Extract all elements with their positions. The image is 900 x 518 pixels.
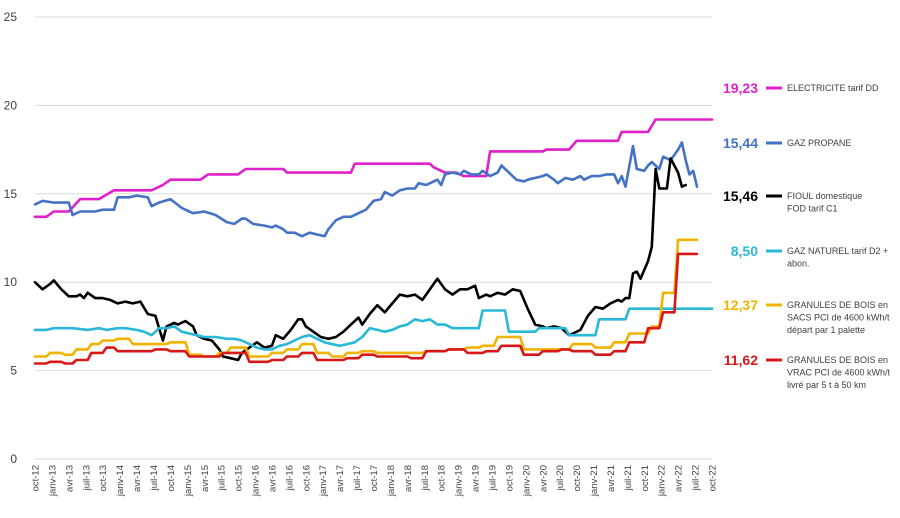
series-line-1	[33, 141, 699, 238]
legend-label-2: FIOUL domestique	[787, 191, 862, 201]
x-tick-label: avr-18	[403, 465, 414, 492]
x-tick-label: janv-21	[589, 465, 600, 497]
y-tick-label: 10	[4, 275, 18, 289]
x-tick-label: avr-15	[200, 465, 211, 492]
x-tick-label: avr-20	[538, 465, 549, 492]
x-tick-label: oct-21	[640, 465, 651, 491]
x-tick-label: oct-19	[504, 465, 515, 491]
x-tick-label: juil-17	[352, 465, 363, 491]
x-tick-label: janv-22	[657, 465, 668, 497]
y-tick-label: 20	[4, 98, 18, 112]
x-tick-label: juil-15	[217, 465, 228, 491]
x-tick-label: janv-14	[115, 465, 126, 497]
x-tick-label: avr-17	[335, 465, 346, 492]
legend-label-4: SACS PCI de 4600 kWh/t	[787, 313, 890, 323]
x-tick-label: oct-18	[437, 465, 448, 491]
x-tick-label: juil-18	[420, 465, 431, 491]
x-tick-label: oct-15	[234, 465, 245, 491]
series-line-3	[33, 307, 714, 351]
x-tick-label: juil-22	[691, 465, 702, 491]
legend-label-3: GAZ NATUREL tarif D2 +	[787, 246, 888, 256]
x-tick-label: avr-13	[64, 465, 75, 492]
x-tick-label: avr-14	[132, 465, 143, 492]
x-tick-label: janv-18	[386, 465, 397, 497]
legend-value-0: 19,23	[723, 80, 758, 96]
series-lines	[33, 118, 714, 365]
y-tick-label: 25	[4, 10, 18, 24]
y-axis-tick-labels: 0 5 10 15 20 25	[4, 10, 18, 466]
x-tick-label: juil-20	[555, 465, 566, 491]
x-tick-label: oct-12	[31, 465, 42, 491]
legend-label-0: ELECTRICITE tarif DD	[787, 83, 879, 93]
series-line-2	[33, 157, 687, 362]
x-axis-tick-labels: oct-12 janv-13 avr-13 juil-13 oct-13 janv-14 a…	[31, 465, 719, 497]
x-tick-label: juil-14	[149, 465, 160, 491]
x-tick-label: janv-16	[251, 465, 262, 497]
x-tick-label: oct-14	[166, 465, 177, 491]
x-tick-label: oct-22	[708, 465, 719, 491]
series-line-4	[33, 238, 699, 358]
x-tick-label: janv-20	[521, 465, 532, 497]
legend-value-4: 12,37	[723, 297, 758, 313]
x-tick-label: janv-15	[183, 465, 194, 497]
legend: 19,23 ELECTRICITE tarif DD 15,44 GAZ PROPAN…	[723, 80, 891, 390]
series-line-0	[33, 118, 714, 219]
x-tick-label: janv-19	[454, 465, 465, 497]
y-tick-label: 0	[10, 452, 17, 466]
legend-label-5: GRANULES DE BOIS en	[787, 355, 888, 365]
x-tick-label: avr-21	[606, 465, 617, 492]
legend-value-1: 15,44	[723, 135, 758, 151]
y-tick-label: 15	[4, 187, 18, 201]
legend-value-5: 11,62	[724, 352, 758, 368]
x-tick-label: oct-17	[369, 465, 380, 491]
legend-label-4: départ par 1 palette	[787, 325, 865, 335]
x-tick-label: juil-13	[81, 465, 92, 491]
horizontal-gridlines	[35, 16, 712, 460]
x-tick-label: juil-19	[487, 465, 498, 491]
legend-value-3: 8,50	[731, 243, 758, 259]
y-tick-label: 5	[10, 364, 17, 378]
legend-label-3: abon.	[787, 259, 810, 269]
x-tick-label: juil-21	[623, 465, 634, 491]
legend-value-2: 15,46	[723, 188, 758, 204]
legend-label-2: FOD tarif C1	[787, 204, 838, 214]
legend-label-4: GRANULES DE BOIS en	[787, 300, 888, 310]
x-tick-label: avr-19	[471, 465, 482, 492]
x-tick-label: janv-13	[47, 465, 58, 497]
x-tick-label: juil-16	[284, 465, 295, 491]
x-tick-label: oct-13	[98, 465, 109, 491]
legend-label-5: livré par 5 t à 50 km	[787, 380, 866, 390]
legend-label-1: GAZ PROPANE	[787, 138, 851, 148]
x-tick-label: oct-20	[572, 465, 583, 491]
x-tick-label: avr-16	[267, 465, 278, 492]
legend-label-5: VRAC PCI de 4600 kWh/t	[787, 368, 891, 378]
x-tick-label: oct-16	[301, 465, 312, 491]
series-line-5	[33, 252, 699, 365]
x-tick-label: janv-17	[318, 465, 329, 497]
x-tick-label: avr-22	[674, 465, 685, 492]
